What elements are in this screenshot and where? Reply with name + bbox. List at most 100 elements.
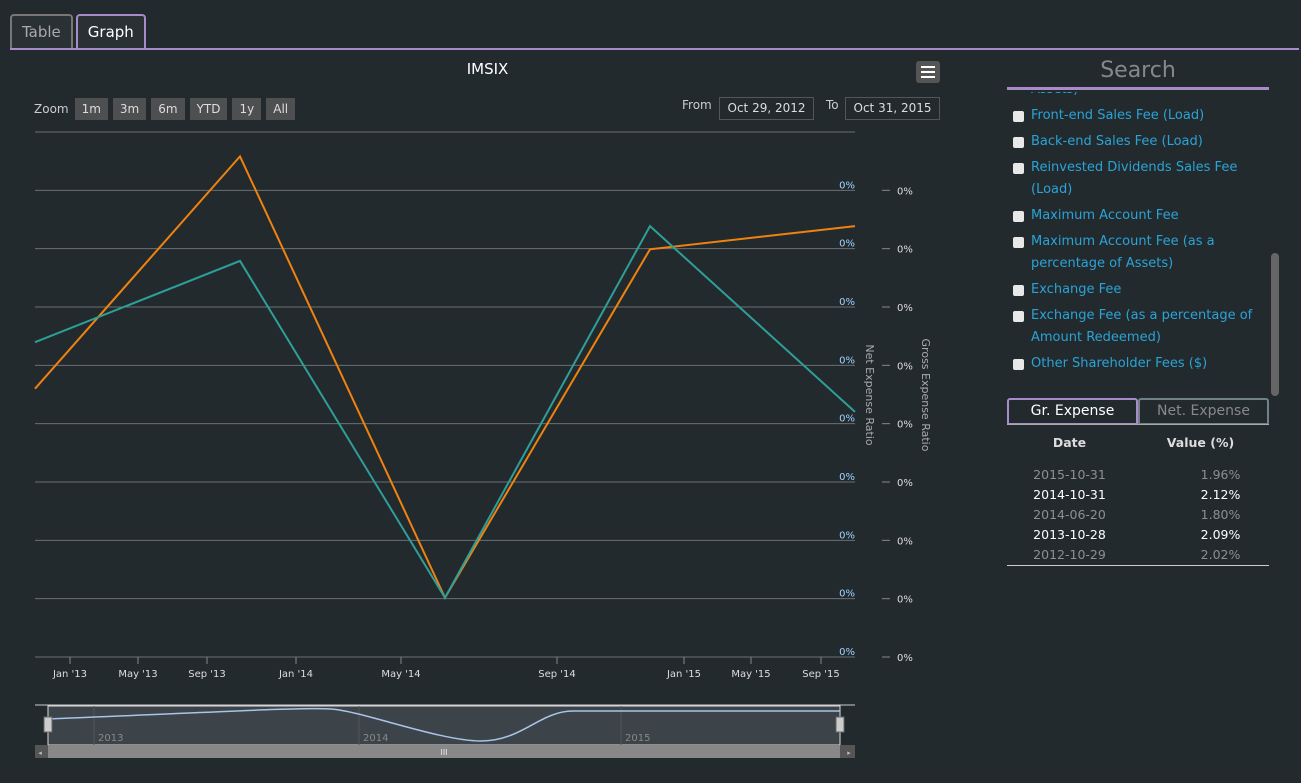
y-tick-right: 0% [897, 653, 913, 664]
fee-label: Other Shareholder Fees ($) [1031, 356, 1208, 371]
from-label: From [682, 98, 712, 112]
y-tick-left: 0% [839, 297, 855, 308]
navigator-handle [43, 716, 53, 733]
y-tick-right: 0% [897, 186, 913, 197]
fee-list-item[interactable]: Maximum Account Fee [1007, 205, 1269, 231]
zoom-1y-button[interactable]: 1y [232, 98, 262, 120]
fee-label: Exchange Fee [1031, 282, 1122, 297]
tab-underline [10, 48, 1299, 50]
zoom-1m-button[interactable]: 1m [74, 98, 108, 120]
fee-list-item[interactable]: Other Shareholder Fees ($) [1007, 353, 1269, 379]
scrollbar-thumb[interactable] [48, 745, 840, 758]
tab-net-expense[interactable]: Net. Expense [1138, 398, 1269, 425]
y-tick-right: 0% [897, 361, 913, 372]
y-tick-right: 0% [897, 478, 913, 489]
y-tick-left: 0% [839, 180, 855, 191]
table-row: 2013-10-28 2.09% [1007, 525, 1269, 545]
date-cell: 2013-10-28 [1033, 527, 1106, 542]
x-tick-label: Sep '13 [188, 669, 226, 680]
checkbox[interactable] [1013, 359, 1024, 370]
date-cell: 2012-10-29 [1033, 547, 1106, 562]
value-cell: 2.02% [1200, 547, 1241, 562]
to-label: To [826, 98, 839, 112]
to-date-input[interactable]: Oct 31, 2015 [845, 97, 940, 120]
tab-table[interactable]: Table [10, 14, 73, 49]
fee-list-item[interactable]: Exchange Fee [1007, 279, 1269, 305]
checkbox[interactable] [1013, 211, 1024, 222]
hamburger-icon [921, 66, 935, 68]
fee-list-item[interactable]: Redemption Fee [1007, 379, 1269, 382]
hamburger-line [921, 76, 935, 78]
zoom-3m-button[interactable]: 3m [112, 98, 147, 120]
date-header: Date [1052, 435, 1087, 450]
search-input[interactable]: Search [1007, 56, 1269, 90]
navigator-series [47, 707, 840, 742]
x-tick-label: Sep '14 [538, 669, 576, 680]
fee-list-item[interactable]: Back-end Sales Fee (Load) [1007, 131, 1269, 157]
value-cell: 2.12% [1200, 487, 1241, 502]
y-tick-right: 0% [897, 420, 913, 431]
y-tick-right: 0% [897, 536, 913, 547]
table-row: 2014-06-20 1.80% [1007, 505, 1269, 525]
fee-list-item[interactable]: Reinvested Dividends Sales Fee (Load) [1007, 157, 1269, 205]
series-line-gross [34, 224, 856, 600]
tab-gross-expense[interactable]: Gr. Expense [1007, 398, 1138, 425]
y-axis-title-left: Net Expense Ratio [863, 344, 876, 445]
fee-label: Back-end Sales Fee (Load) [1031, 134, 1203, 149]
fee-list-item[interactable]: Maximum Account Fee (as a percentage of … [1007, 231, 1269, 279]
list-scrollbar[interactable] [1271, 253, 1279, 396]
y-tick-left: 0% [839, 472, 855, 483]
checkbox[interactable] [1013, 163, 1024, 174]
fee-label: Maximum Account Fee (as a percentage of … [1031, 234, 1215, 271]
zoom-controls: Zoom 1m 3m 6m YTD 1y All [34, 98, 296, 120]
x-tick-label: Jan '14 [278, 669, 313, 680]
x-tick-label: May '15 [731, 669, 770, 680]
navigator-year-label: 2014 [363, 733, 388, 744]
from-date-input[interactable]: Oct 29, 2012 [719, 97, 814, 120]
checkbox[interactable] [1013, 285, 1024, 296]
checkbox[interactable] [1013, 111, 1024, 122]
navigator-mask [47, 705, 841, 746]
chart-svg: 0% 0% 0% 0% 0% 0% 0% 0% 0% 0% 0% 0% 0% 0% 0% 0% 0% 0% Net … [34, 131, 932, 758]
y-tick-right: 0% [897, 595, 913, 606]
x-tick-label: May '14 [381, 669, 420, 680]
zoom-ytd-button[interactable]: YTD [189, 98, 228, 120]
y-tick-left: 0% [839, 239, 855, 250]
series-line-net [34, 154, 856, 600]
fee-list-item[interactable]: Front-end Sales Fee (Load) [1007, 105, 1269, 131]
navigator-year-label: 2013 [98, 733, 123, 744]
table-row: 2015-10-31 1.96% [1007, 465, 1269, 485]
zoom-6m-button[interactable]: 6m [151, 98, 185, 120]
date-cell: 2014-10-31 [1033, 487, 1106, 502]
fee-label: Exchange Fee (as a percentage of Amount … [1031, 308, 1253, 345]
hamburger-line [921, 71, 935, 73]
fee-label: Reinvested Dividends Sales Fee (Load) [1031, 160, 1238, 197]
navigator-handle [835, 716, 845, 733]
checkbox[interactable] [1013, 137, 1024, 148]
x-tick-label: May '13 [118, 669, 157, 680]
y-tick-left: 0% [839, 530, 855, 541]
zoom-all-button[interactable]: All [266, 98, 296, 120]
x-tick-label: Sep '15 [802, 669, 840, 680]
date-cell: 2015-10-31 [1033, 467, 1106, 482]
expense-table: Date Value (%) 2015-10-31 1.96% 2014-10-31 2… [1007, 424, 1269, 566]
tab-graph[interactable]: Graph [75, 14, 146, 49]
fee-list-item[interactable]: Assets) [1007, 92, 1269, 105]
value-header: Value (%) [1166, 435, 1235, 450]
y-tick-left: 0% [839, 414, 855, 425]
value-cell: 1.96% [1200, 467, 1241, 482]
chart-menu-button[interactable] [916, 61, 940, 83]
fee-label: Maximum Account Fee [1031, 208, 1179, 223]
zoom-label: Zoom [34, 102, 69, 116]
fee-list-item[interactable]: Exchange Fee (as a percentage of Amount … [1007, 305, 1269, 353]
table-header: Date Value (%) [1007, 425, 1269, 461]
checkbox[interactable] [1013, 311, 1024, 322]
navigator-year-label: 2015 [625, 733, 650, 744]
scroll-left-arrow-icon: ◂ [38, 749, 42, 757]
y-tick-left: 0% [839, 355, 855, 366]
value-cell: 1.80% [1200, 507, 1241, 522]
checkbox[interactable] [1013, 237, 1024, 248]
y-tick-right: 0% [897, 303, 913, 314]
fee-label: Assets) [1031, 92, 1078, 101]
date-cell: 2014-06-20 [1033, 507, 1106, 522]
